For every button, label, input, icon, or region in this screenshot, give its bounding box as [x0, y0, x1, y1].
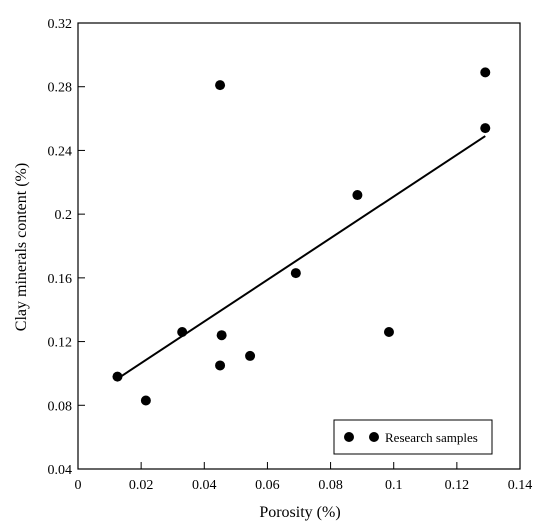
- x-tick-label: 0: [75, 478, 82, 493]
- y-tick-label: 0.32: [48, 17, 73, 32]
- x-tick-label: 0.14: [508, 478, 533, 493]
- data-point: [216, 330, 227, 341]
- legend-box: [333, 419, 493, 455]
- x-tick-label: 0.02: [129, 478, 154, 493]
- x-tick-label: 0.06: [255, 478, 280, 493]
- plot-area-frame: [77, 22, 521, 470]
- y-tick-label: 0.16: [48, 272, 73, 287]
- y-tick-label: 0.28: [48, 81, 73, 96]
- data-point: [290, 268, 301, 279]
- y-tick-label: 0.12: [48, 336, 73, 351]
- x-axis-label: Porosity (%): [259, 504, 340, 521]
- legend-label: Research samples: [385, 430, 478, 445]
- data-point: [140, 395, 151, 406]
- y-axis-ticks: 0.04 0.08 0.12 0.16 0.2 0.24 0.28 0.32: [48, 17, 85, 478]
- data-point: [383, 327, 394, 338]
- plot-border: [77, 22, 521, 470]
- legend: Research samples: [333, 419, 493, 455]
- data-point: [215, 360, 226, 371]
- data-point: [112, 371, 123, 382]
- y-axis-label: Clay minerals content (%): [13, 163, 30, 331]
- y-tick-label: 0.08: [48, 399, 73, 414]
- data-point: [480, 67, 491, 78]
- x-tick-label: 0.1: [385, 478, 403, 493]
- data-point: [480, 123, 491, 134]
- data-point: [177, 327, 188, 338]
- y-tick-label: 0.24: [48, 144, 73, 159]
- x-tick-label: 0.04: [192, 478, 217, 493]
- data-point: [245, 350, 256, 361]
- data-point: [352, 190, 363, 201]
- data-point: [215, 80, 226, 91]
- legend-marker: [344, 432, 354, 442]
- y-tick-label: 0.04: [48, 463, 73, 478]
- y-tick-label: 0.2: [55, 208, 73, 223]
- trendline-group: [115, 135, 486, 381]
- x-axis-ticks: 0 0.02 0.04 0.06 0.08 0.1 0.12 0.14: [75, 462, 533, 493]
- trendline: [115, 135, 486, 381]
- data-points: [112, 67, 491, 406]
- legend-marker: [369, 432, 379, 442]
- x-tick-label: 0.08: [318, 478, 343, 493]
- x-tick-label: 0.12: [445, 478, 470, 493]
